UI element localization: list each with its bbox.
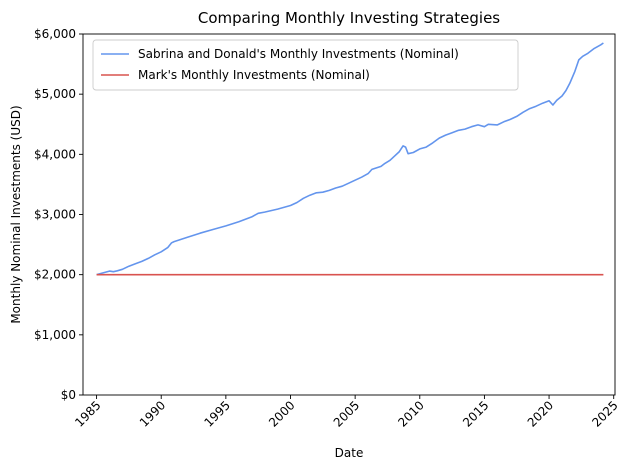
legend: Sabrina and Donald's Monthly Investments… <box>92 39 519 91</box>
x-tick-label: 2020 <box>525 398 556 429</box>
x-tick-label: 2015 <box>460 398 491 429</box>
x-tick-label: 2005 <box>331 398 362 429</box>
x-axis-ticks: 1985 1990 1995 2000 2005 2010 2015 2020 2025 <box>72 395 621 430</box>
series-line-1 <box>96 42 604 276</box>
y-tick-label: $0 <box>61 388 76 402</box>
x-axis-label: Date <box>335 446 364 460</box>
legend-label: Mark's Monthly Investments (Nominal) <box>138 68 370 82</box>
y-tick-label: $6,000 <box>34 27 76 41</box>
x-tick-label: 1995 <box>201 398 232 429</box>
x-tick-label: 1985 <box>72 398 103 429</box>
legend-box <box>92 39 519 91</box>
x-tick-label: 2010 <box>395 398 426 429</box>
series-layer <box>96 42 604 276</box>
x-tick-label: 2000 <box>266 398 297 429</box>
y-tick-label: $1,000 <box>34 328 76 342</box>
y-axis-label: Monthly Nominal Investments (USD) <box>9 105 23 323</box>
chart-title: Comparing Monthly Investing Strategies <box>198 9 500 27</box>
x-tick-label: 1990 <box>137 398 168 429</box>
legend-label: Sabrina and Donald's Monthly Investments… <box>138 47 459 61</box>
y-tick-label: $3,000 <box>34 208 76 222</box>
x-tick-label: 2025 <box>589 398 620 429</box>
y-tick-label: $4,000 <box>34 147 76 161</box>
y-axis-ticks: $0 $1,000 $2,000 $3,000 $4,000 $5,000 $6,000 <box>34 27 83 402</box>
plot-area-frame <box>82 33 616 396</box>
y-tick-label: $5,000 <box>34 87 76 101</box>
y-tick-label: $2,000 <box>34 268 76 282</box>
